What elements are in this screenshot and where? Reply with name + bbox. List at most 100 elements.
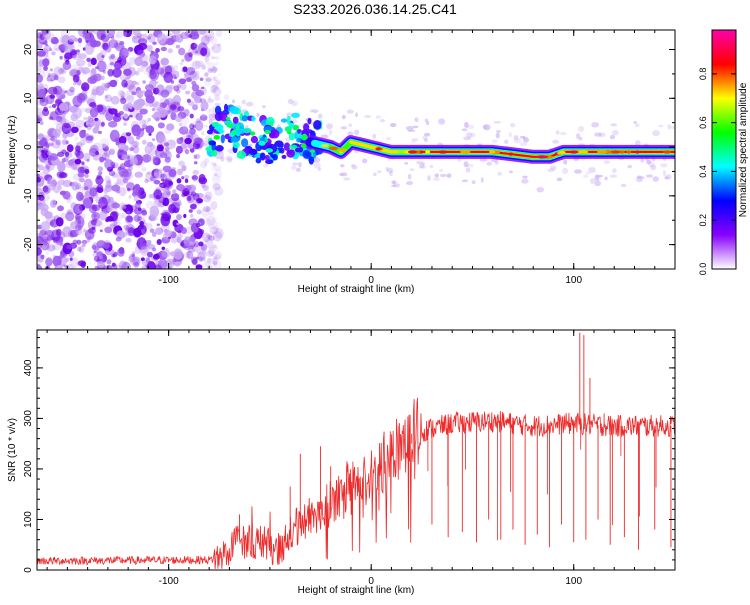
heatmap-noise-speck	[209, 48, 214, 52]
heatmap-faint-speck	[604, 176, 608, 181]
heatmap-ridge-blob	[302, 149, 312, 159]
heatmap-noise-speck	[90, 92, 97, 100]
heatmap-noise-speck	[214, 79, 221, 86]
heatmap-ridge-blob-bright	[235, 124, 240, 131]
heatmap-noise-speck	[124, 204, 134, 215]
heatmap-noise-speck	[208, 211, 214, 216]
heatmap-noise-speck	[176, 88, 181, 94]
heatmap-noise-speck	[186, 149, 190, 154]
heatmap-ridge-blob	[311, 151, 317, 159]
heatmap-noise-speck	[151, 114, 156, 118]
heatmap-noise-speck	[62, 61, 72, 71]
heatmap-noise-speck	[174, 115, 182, 123]
heatmap-noise-speck	[40, 101, 46, 106]
heatmap-noise-speck	[70, 113, 79, 122]
heatmap-noise-speck	[160, 46, 167, 52]
heatmap-noise-speck	[42, 234, 50, 240]
heatmap-noise-speck	[95, 120, 101, 127]
heatmap-noise-speck	[140, 245, 149, 256]
heatmap-noise-speck	[89, 187, 98, 197]
heatmap-ridge-blob	[270, 129, 280, 139]
heatmap-noise-speck	[47, 86, 58, 96]
heatmap-faint-speck	[313, 162, 321, 169]
heatmap-noise-speck	[97, 130, 102, 135]
heatmap-faint-speck	[231, 99, 236, 104]
heatmap-noise-speck	[77, 172, 85, 178]
heatmap-noise-speck	[100, 32, 105, 37]
heatmap-noise-speck	[97, 166, 103, 172]
heatmap-noise-speck	[124, 76, 130, 81]
heatmap-noise-speck	[124, 89, 135, 101]
heatmap-noise-speck	[151, 231, 157, 238]
heatmap-noise-speck	[83, 152, 91, 162]
heatmap-noise-speck	[191, 248, 196, 253]
heatmap-noise-speck	[170, 192, 180, 202]
heatmap-faint-speck	[295, 167, 301, 173]
heatmap-noise-speck	[108, 170, 116, 177]
heatmap-noise-speck	[106, 201, 114, 209]
heatmap-faint-speck	[521, 178, 529, 184]
heatmap-noise-speck	[181, 164, 187, 172]
heatmap-noise-speck	[128, 195, 132, 199]
heatmap-noise-speck	[210, 89, 216, 94]
heatmap-faint-speck	[312, 109, 319, 114]
heatmap-faint-speck	[461, 128, 468, 132]
heatmap-faint-speck	[461, 179, 469, 183]
heatmap-noise-speck	[123, 224, 130, 231]
heatmap-noise-speck	[189, 127, 196, 135]
heatmap-noise-speck	[58, 87, 65, 94]
heatmap-noise-speck	[61, 68, 65, 73]
heatmap-noise-speck	[207, 257, 212, 264]
heatmap-noise-speck	[119, 163, 126, 170]
heatmap-noise-speck	[129, 147, 134, 152]
heatmap-noise-speck	[184, 251, 191, 259]
heatmap-faint-speck	[585, 172, 591, 175]
heatmap-faint-speck	[392, 180, 396, 185]
spectrogram-y-tick-label: 20	[23, 44, 34, 56]
heatmap-noise-speck	[84, 133, 90, 140]
heatmap-noise-speck	[55, 139, 61, 146]
heatmap-faint-speck	[372, 133, 377, 139]
heatmap-noise-speck	[176, 168, 183, 176]
heatmap-ridge-blob	[220, 134, 225, 144]
heatmap-noise-speck	[78, 53, 87, 60]
heatmap-noise-speck	[180, 31, 190, 40]
heatmap-ridge-blob	[286, 115, 291, 125]
heatmap-noise-speck	[85, 39, 89, 43]
heatmap-noise-speck	[107, 180, 111, 184]
heatmap-noise-speck	[147, 117, 152, 122]
heatmap-noise-speck	[109, 129, 120, 142]
heatmap-noise-speck	[131, 31, 139, 40]
heatmap-noise-speck	[132, 256, 141, 266]
heatmap-noise-speck	[37, 164, 40, 168]
heatmap-faint-speck	[405, 181, 414, 186]
heatmap-noise-speck	[192, 49, 201, 56]
heatmap-noise-speck	[70, 202, 77, 210]
heatmap-noise-speck	[48, 141, 54, 146]
heatmap-noise-speck	[101, 143, 106, 148]
heatmap-noise-speck	[49, 143, 54, 147]
heatmap-noise-speck	[213, 67, 219, 72]
heatmap-noise-speck	[40, 193, 51, 202]
heatmap-noise-speck	[212, 174, 221, 184]
heatmap-noise-speck	[121, 48, 131, 56]
heatmap-noise-speck	[202, 232, 211, 243]
heatmap-noise-speck	[128, 114, 133, 118]
heatmap-noise-speck	[140, 257, 145, 262]
heatmap-noise-speck	[55, 190, 59, 194]
heatmap-noise-speck	[40, 254, 45, 260]
snr-frame	[36, 329, 676, 571]
heatmap-noise-speck	[204, 158, 210, 164]
heatmap-faint-speck	[208, 118, 213, 125]
spectrogram-y-tick-label: -20	[23, 237, 34, 252]
heatmap-noise-speck	[209, 160, 215, 166]
heatmap-noise-speck	[81, 142, 86, 146]
heatmap-faint-speck	[555, 130, 560, 135]
heatmap-noise-speck	[211, 43, 222, 54]
heatmap-noise-speck	[88, 227, 96, 234]
heatmap-ridge-blob	[286, 149, 295, 158]
heatmap-noise-speck	[203, 157, 210, 164]
heatmap-noise-speck	[144, 178, 149, 184]
heatmap-noise-speck	[216, 222, 222, 227]
